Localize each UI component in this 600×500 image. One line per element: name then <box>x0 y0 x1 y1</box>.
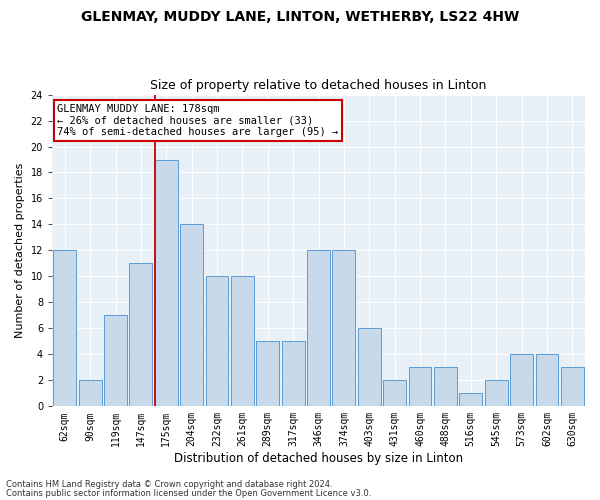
Bar <box>485 380 508 406</box>
Bar <box>104 316 127 406</box>
Bar <box>409 368 431 406</box>
Bar <box>332 250 355 406</box>
Bar <box>79 380 101 406</box>
Bar <box>460 394 482 406</box>
Text: GLENMAY, MUDDY LANE, LINTON, WETHERBY, LS22 4HW: GLENMAY, MUDDY LANE, LINTON, WETHERBY, L… <box>81 10 519 24</box>
Bar <box>536 354 559 406</box>
X-axis label: Distribution of detached houses by size in Linton: Distribution of detached houses by size … <box>174 452 463 465</box>
Bar <box>256 342 279 406</box>
Bar <box>130 264 152 406</box>
Bar <box>206 276 229 406</box>
Bar <box>383 380 406 406</box>
Text: Contains public sector information licensed under the Open Government Licence v3: Contains public sector information licen… <box>6 488 371 498</box>
Title: Size of property relative to detached houses in Linton: Size of property relative to detached ho… <box>151 79 487 92</box>
Bar <box>282 342 305 406</box>
Text: GLENMAY MUDDY LANE: 178sqm
← 26% of detached houses are smaller (33)
74% of semi: GLENMAY MUDDY LANE: 178sqm ← 26% of deta… <box>58 104 338 137</box>
Bar <box>155 160 178 406</box>
Bar <box>358 328 381 406</box>
Bar <box>561 368 584 406</box>
Bar <box>231 276 254 406</box>
Bar <box>510 354 533 406</box>
Text: Contains HM Land Registry data © Crown copyright and database right 2024.: Contains HM Land Registry data © Crown c… <box>6 480 332 489</box>
Y-axis label: Number of detached properties: Number of detached properties <box>15 163 25 338</box>
Bar <box>307 250 330 406</box>
Bar <box>53 250 76 406</box>
Bar <box>180 224 203 406</box>
Bar <box>434 368 457 406</box>
